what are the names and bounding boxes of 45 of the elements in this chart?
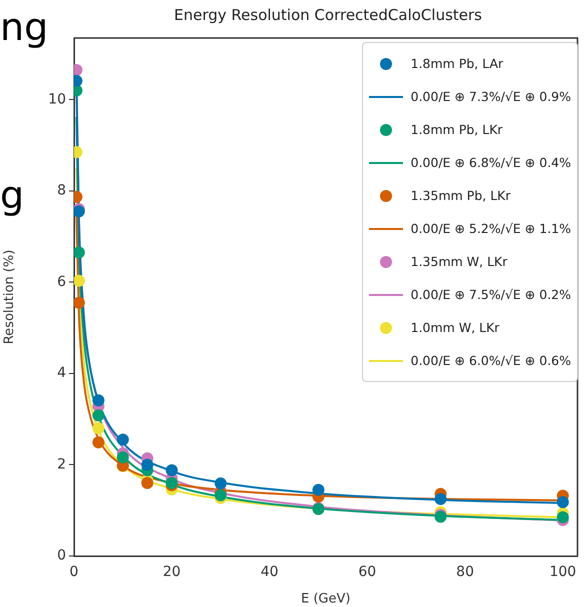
legend-label: 1.8mm Pb, LAr (410, 56, 504, 71)
point (312, 484, 324, 496)
point (166, 464, 178, 476)
point (92, 409, 104, 422)
point (434, 492, 447, 505)
point (166, 476, 178, 489)
point (116, 434, 129, 446)
point (116, 451, 129, 464)
y-tick-label: 6 (57, 274, 66, 290)
legend-label: 1.35mm W, LKr (410, 254, 508, 269)
text: g (0, 173, 24, 217)
legend-label: 0.00/E ⊕ 5.2%/√E ⊕ 1.1% (410, 221, 571, 236)
x-tick-label: 0 (70, 564, 78, 580)
point (92, 422, 104, 434)
legend-label: 0.00/E ⊕ 7.5%/√E ⊕ 0.2% (410, 287, 571, 302)
y-tick-label: 2 (57, 456, 66, 472)
point (74, 274, 85, 287)
x-tick-label: 40 (260, 564, 278, 580)
point (92, 394, 104, 406)
point (74, 296, 85, 309)
legend-label: 0.00/E ⊕ 6.8%/√E ⊕ 0.4% (410, 155, 571, 170)
x-axis-title: E (GeV) (301, 592, 350, 607)
point (92, 436, 104, 448)
y-tick-label: 4 (57, 365, 66, 382)
y-tick-label: 0 (57, 548, 66, 564)
x-tick-label: 80 (456, 564, 474, 580)
legend-label: 1.0mm W, LKr (410, 320, 500, 335)
y-tick-label: 10 (48, 91, 66, 108)
point (74, 246, 85, 258)
point (141, 458, 154, 471)
point (141, 476, 154, 489)
legend-label: 0.00/E ⊕ 6.0%/√E ⊕ 0.6% (410, 353, 571, 368)
x-tick-label: 60 (358, 564, 376, 580)
point (556, 496, 569, 508)
legend-label: 1.8mm Pb, LKr (410, 122, 503, 137)
y-axis-title: Resolution (%) (2, 250, 18, 344)
y-tick-label: 8 (57, 182, 66, 199)
legend-label: 0.00/E ⊕ 7.3%/√E ⊕ 0.9% (410, 89, 571, 104)
point (556, 511, 569, 524)
text: ng (0, 5, 48, 49)
point (214, 477, 227, 490)
chart-title: Energy Resolution CorrectedCaloClusters (173, 6, 483, 24)
legend-label: 1.35mm Pb, LKr (410, 188, 511, 203)
x-tick-label: 100 (549, 564, 576, 580)
x-tick-label: 20 (162, 564, 181, 580)
